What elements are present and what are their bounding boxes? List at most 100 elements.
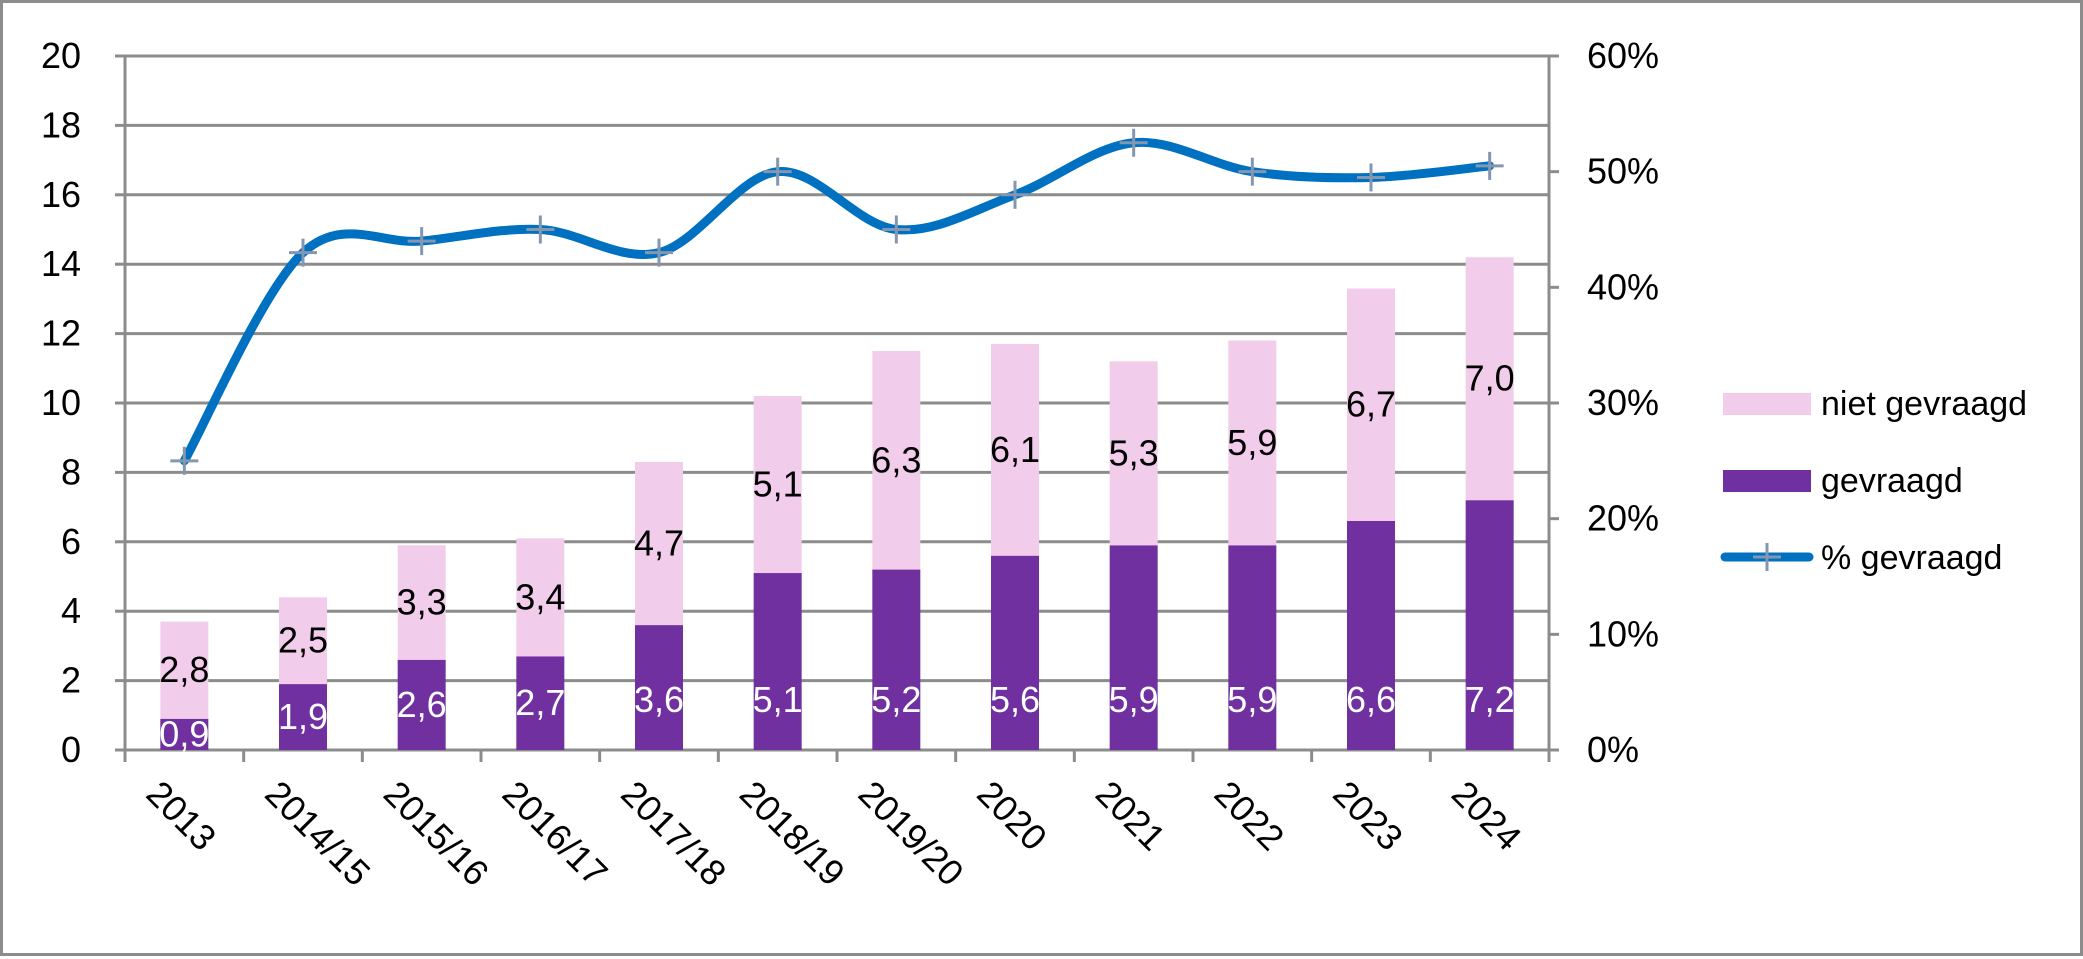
data-label-niet-gevraagd: 3,3 bbox=[397, 582, 447, 623]
axes: 0 2 4 6 8 10 12 14 16 18 20 0% 10% 20% 30% 40% 50% 60% 201… bbox=[41, 35, 1659, 894]
bar-niet-gevraagd bbox=[160, 621, 209, 719]
y-right-tick-label: 40% bbox=[1587, 266, 1659, 307]
data-label-gevraagd: 5,1 bbox=[753, 679, 803, 720]
data-label-gevraagd: 1,9 bbox=[278, 696, 328, 737]
y-left-tick-label: 20 bbox=[41, 35, 81, 76]
bar-niet-gevraagd bbox=[635, 461, 683, 626]
data-label-niet-gevraagd: 2,8 bbox=[159, 649, 209, 690]
bar-niet-gevraagd bbox=[397, 545, 446, 660]
data-label-gevraagd: 3,6 bbox=[634, 679, 684, 720]
y-left-tick-label: 18 bbox=[41, 104, 81, 145]
bar-gevraagd bbox=[1347, 520, 1395, 750]
y-left-tick-label: 14 bbox=[41, 243, 81, 284]
line-marker bbox=[1238, 157, 1267, 186]
line-series bbox=[170, 128, 1504, 475]
legend-item: niet gevraagd bbox=[1723, 385, 2027, 423]
x-tick-label: 2015/16 bbox=[376, 773, 497, 894]
legend-label: % gevraagd bbox=[1821, 539, 2002, 577]
x-tick-label: 2024 bbox=[1444, 773, 1530, 859]
data-label-gevraagd: 5,9 bbox=[1109, 679, 1159, 720]
bar-niet-gevraagd bbox=[516, 538, 565, 657]
y-left-tick-label: 10 bbox=[41, 382, 81, 423]
y-left-tick-label: 12 bbox=[41, 313, 81, 354]
line-pct-gevraagd bbox=[179, 137, 1495, 466]
y-left-tick-label: 0 bbox=[61, 729, 81, 770]
data-label-niet-gevraagd: 6,3 bbox=[871, 439, 921, 480]
legend-item: gevraagd bbox=[1723, 462, 1963, 500]
line-marker bbox=[645, 238, 673, 267]
bars bbox=[160, 257, 1514, 750]
bar-niet-gevraagd bbox=[753, 396, 802, 574]
legend: niet gevraagd gevraagd % gevraagd bbox=[1720, 385, 2027, 577]
line-marker bbox=[289, 238, 317, 267]
bar-gevraagd bbox=[1465, 500, 1514, 750]
bar-gevraagd bbox=[1228, 545, 1277, 750]
y-right-tick-label: 10% bbox=[1587, 613, 1659, 654]
x-tick-label: 2016/17 bbox=[495, 773, 616, 894]
bar-niet-gevraagd bbox=[872, 350, 921, 570]
gridlines bbox=[125, 54, 1549, 683]
line-marker bbox=[526, 215, 555, 244]
x-tick-label: 2021 bbox=[1088, 773, 1174, 859]
data-label-niet-gevraagd: 2,5 bbox=[278, 620, 328, 661]
y-left-tick-label: 16 bbox=[41, 174, 81, 215]
bar-gevraagd bbox=[516, 656, 565, 750]
line-marker bbox=[1119, 128, 1148, 157]
data-label-niet-gevraagd: 5,3 bbox=[1109, 432, 1159, 473]
legend-label: gevraagd bbox=[1821, 462, 1963, 500]
data-label-niet-gevraagd: 5,9 bbox=[1227, 422, 1277, 463]
data-label-niet-gevraagd: 3,4 bbox=[515, 576, 565, 617]
data-label-niet-gevraagd: 7,0 bbox=[1465, 358, 1515, 399]
legend-label: niet gevraagd bbox=[1821, 385, 2027, 423]
data-label-gevraagd: 5,6 bbox=[990, 679, 1040, 720]
data-label-gevraagd: 5,9 bbox=[1227, 679, 1277, 720]
data-label-gevraagd: 0,9 bbox=[159, 713, 209, 754]
data-label-gevraagd: 5,2 bbox=[871, 679, 921, 720]
bar-niet-gevraagd bbox=[1465, 257, 1514, 501]
bar-niet-gevraagd bbox=[991, 344, 1039, 556]
x-tick-label: 2014/15 bbox=[257, 773, 378, 894]
x-tick-label: 2017/18 bbox=[613, 773, 734, 894]
legend-swatch bbox=[1723, 393, 1811, 415]
y-right-tick-label: 30% bbox=[1587, 382, 1659, 423]
bar-gevraagd bbox=[397, 659, 446, 750]
y-left-tick-label: 8 bbox=[61, 451, 81, 492]
line-marker bbox=[882, 215, 911, 244]
line-marker bbox=[763, 157, 792, 186]
x-tick-label: 2023 bbox=[1325, 773, 1411, 859]
x-tick-label: 2018/19 bbox=[732, 773, 853, 894]
data-label-niet-gevraagd: 5,1 bbox=[753, 464, 803, 505]
x-tick-label: 2019/20 bbox=[851, 773, 972, 894]
bar-niet-gevraagd bbox=[1109, 361, 1158, 546]
bar-gevraagd bbox=[753, 573, 802, 750]
y-right-tick-label: 50% bbox=[1587, 151, 1659, 192]
data-label-gevraagd: 7,2 bbox=[1465, 679, 1515, 720]
data-label-gevraagd: 2,6 bbox=[397, 684, 447, 725]
bar-gevraagd bbox=[991, 555, 1039, 750]
bar-niet-gevraagd bbox=[1228, 340, 1277, 546]
x-tick-label: 2020 bbox=[969, 773, 1055, 859]
data-label-niet-gevraagd: 6,1 bbox=[990, 429, 1040, 470]
bar-niet-gevraagd bbox=[279, 597, 327, 685]
y-left-tick-label: 6 bbox=[61, 521, 81, 562]
line-marker bbox=[1357, 163, 1385, 192]
bar-gevraagd bbox=[160, 718, 209, 750]
data-labels: 0,9 2,8 1,9 2,5 2,6 3,3 2,7 3,4 3,6 4,7 5,1 5,1 5,2 6… bbox=[159, 358, 1514, 755]
line-marker bbox=[407, 227, 436, 256]
data-label-niet-gevraagd: 4,7 bbox=[634, 523, 684, 564]
data-label-gevraagd: 6,6 bbox=[1346, 679, 1396, 720]
data-label-niet-gevraagd: 6,7 bbox=[1346, 384, 1396, 425]
line-marker bbox=[1001, 180, 1029, 209]
legend-item: % gevraagd bbox=[1720, 539, 2002, 577]
line-marker bbox=[170, 446, 199, 475]
combo-chart: 0 2 4 6 8 10 12 14 16 18 20 0% 10% 20% 30% 40% 50% 60% 201… bbox=[41, 35, 2027, 894]
x-tick-label: 2013 bbox=[139, 773, 225, 859]
bar-gevraagd bbox=[635, 625, 683, 750]
x-tick-label: 2022 bbox=[1207, 773, 1293, 859]
bar-gevraagd bbox=[1109, 545, 1158, 750]
data-label-gevraagd: 2,7 bbox=[515, 682, 565, 723]
bar-niet-gevraagd bbox=[1347, 288, 1395, 521]
y-left-tick-label: 2 bbox=[61, 660, 81, 701]
bar-gevraagd bbox=[872, 569, 921, 750]
